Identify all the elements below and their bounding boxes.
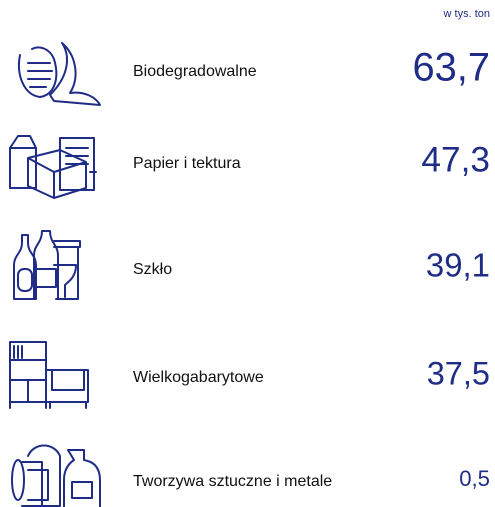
category-label: Papier i tektura	[133, 155, 241, 172]
value-label: 0,5	[459, 466, 490, 491]
value-label: 39,1	[426, 247, 490, 284]
unit-label: w tys. ton	[443, 8, 490, 20]
chart: w tys. ton Biodegradowalne 63,7 Papier i t…	[0, 0, 495, 507]
category-label: Wielkogabarytowe	[133, 369, 264, 386]
category-label: Szkło	[133, 261, 172, 278]
icon-bulky	[10, 342, 88, 408]
value-label: 63,7	[412, 46, 490, 90]
value-label: 47,3	[421, 140, 490, 179]
icon-plastic	[12, 446, 100, 507]
icon-paper	[10, 136, 96, 198]
category-label: Biodegradowalne	[133, 63, 257, 80]
icon-bio	[19, 43, 100, 105]
value-label: 37,5	[427, 356, 490, 392]
icon-glass	[14, 231, 80, 299]
category-label: Tworzywa sztuczne i metale	[133, 473, 332, 490]
